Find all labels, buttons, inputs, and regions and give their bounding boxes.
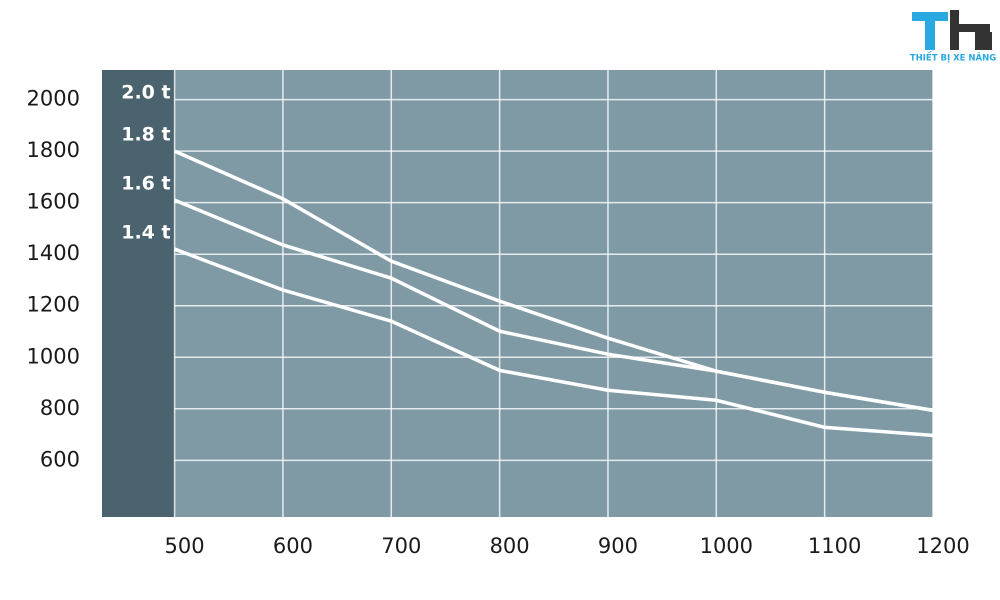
y-tick-label: 800 xyxy=(40,396,80,420)
y-tick-label: 600 xyxy=(40,447,80,471)
series-label: 1.4 t xyxy=(121,222,170,244)
series-line xyxy=(173,247,934,438)
y-tick-label: 1000 xyxy=(27,344,80,368)
y-tick-label: 1200 xyxy=(27,293,80,317)
x-tick-label: 800 xyxy=(490,534,530,558)
plot-area xyxy=(102,70,933,517)
x-tick-label: 1000 xyxy=(700,534,753,558)
y-tick-label: 2000 xyxy=(27,87,80,111)
x-tick-label: 1200 xyxy=(916,534,969,558)
x-tick-label: 1100 xyxy=(808,534,861,558)
label-panel xyxy=(102,70,175,517)
logo-text: THIẾT BỊ XE NÂNG xyxy=(910,51,996,64)
logo: THIẾT BỊ XE NÂNG xyxy=(910,10,996,64)
y-tick-label: 1400 xyxy=(27,241,80,265)
x-tick-label: 700 xyxy=(381,534,421,558)
series-label: 2.0 t xyxy=(121,82,170,104)
x-tick-label: 600 xyxy=(273,534,313,558)
y-tick-label: 1800 xyxy=(27,138,80,162)
x-tick-label: 500 xyxy=(165,534,205,558)
series-line xyxy=(173,198,934,413)
series-label: 1.8 t xyxy=(121,124,170,146)
y-tick-label: 1600 xyxy=(27,190,80,214)
series-label: 1.6 t xyxy=(121,173,170,195)
x-tick-label: 900 xyxy=(598,534,638,558)
